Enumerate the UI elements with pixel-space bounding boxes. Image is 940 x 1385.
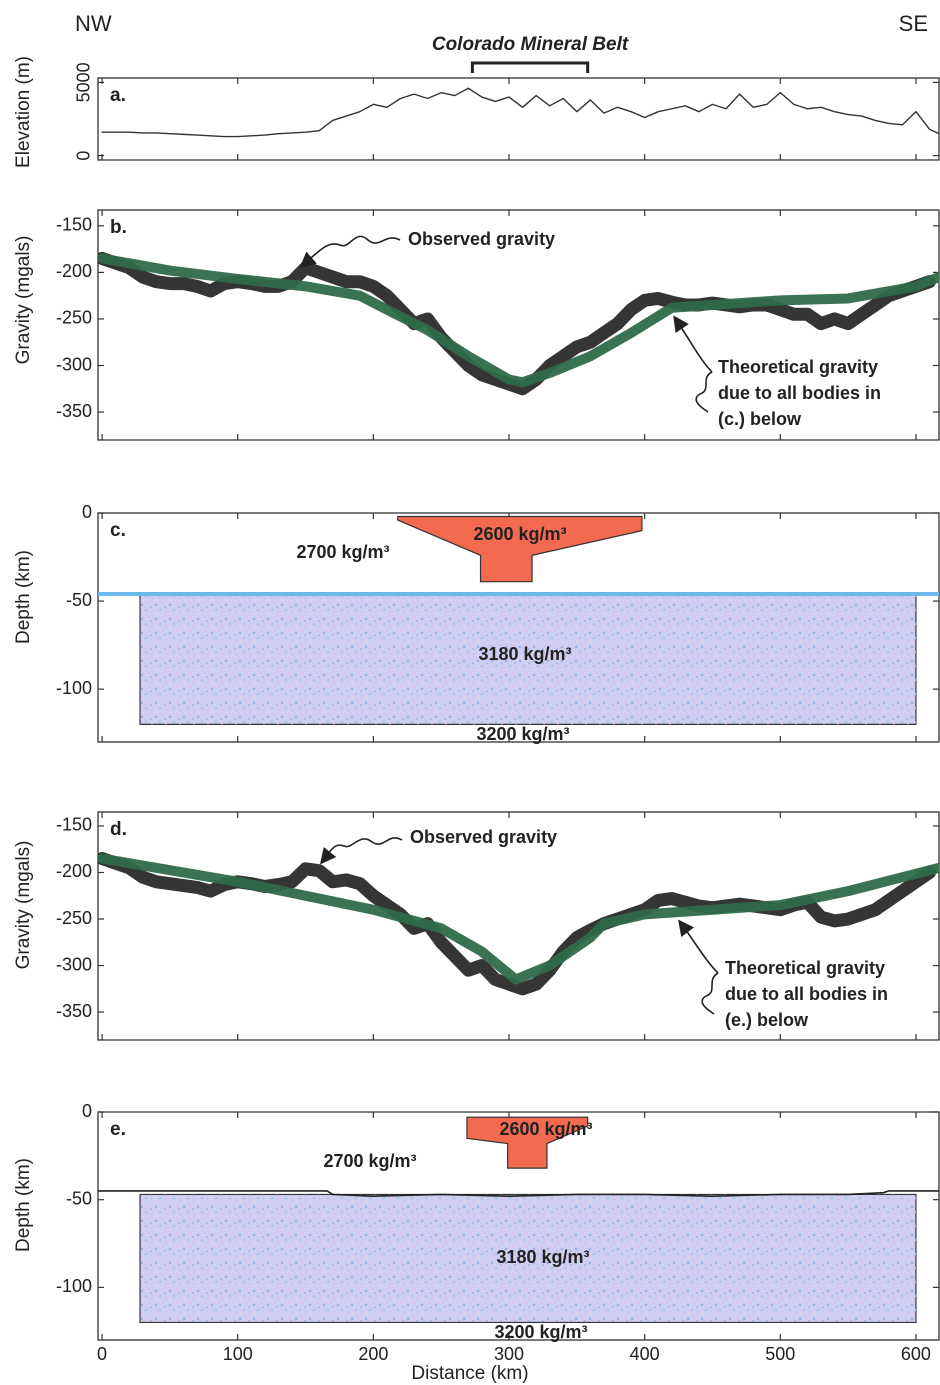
x-tick-label: 600 bbox=[901, 1344, 931, 1364]
y-tick-label: -150 bbox=[56, 815, 92, 835]
y-axis-label: Gravity (mgals) bbox=[13, 841, 34, 970]
texture bbox=[140, 1194, 916, 1323]
theoretical-gravity bbox=[98, 853, 939, 985]
annotation: Observed gravity bbox=[410, 827, 557, 847]
plot-area bbox=[98, 1116, 939, 1324]
density-body bbox=[466, 1116, 589, 1169]
annotation-arrow bbox=[675, 318, 713, 413]
y-tick-label: 5000 bbox=[74, 62, 94, 102]
y-axis-label: Depth (km) bbox=[13, 1158, 34, 1252]
density-label: 3200 kg/m³ bbox=[476, 724, 569, 744]
y-tick-label: -50 bbox=[66, 1188, 92, 1208]
y-tick-label: -250 bbox=[56, 308, 92, 328]
plot-frame bbox=[97, 209, 940, 441]
plot-frame bbox=[97, 811, 940, 1041]
x-tick-label: 100 bbox=[223, 1344, 253, 1364]
theoretical-gravity bbox=[98, 253, 939, 388]
y-tick-label: -100 bbox=[56, 678, 92, 698]
panel-label: d. bbox=[110, 819, 127, 840]
density-label: 3180 kg/m³ bbox=[478, 644, 571, 664]
y-axis-label: Elevation (m) bbox=[13, 56, 34, 168]
x-tick-label: 300 bbox=[494, 1344, 524, 1364]
panel: 0 -50 -100 Depth (km) 3180 kg/m³ 2600 kg/m³ 27… bbox=[13, 502, 940, 744]
annotation: Observed gravity bbox=[408, 229, 555, 249]
plot-area bbox=[98, 515, 939, 725]
y-tick-label: -50 bbox=[66, 590, 92, 610]
density-label: 3180 kg/m³ bbox=[496, 1247, 589, 1267]
x-tick-label: 500 bbox=[765, 1344, 795, 1364]
annotation: (e.) below bbox=[725, 1010, 809, 1030]
y-tick-label: -350 bbox=[56, 1001, 92, 1021]
belt-bracket bbox=[470, 61, 590, 73]
panel-label: e. bbox=[110, 1119, 126, 1140]
panel-label: c. bbox=[110, 520, 126, 541]
panel: 0 -50 -100 Depth (km) 3180 kg/m³ 2600 kg/m³ 27… bbox=[13, 1101, 940, 1342]
plot-frame bbox=[97, 512, 940, 743]
y-tick-label: 0 bbox=[82, 502, 92, 522]
density-body bbox=[397, 515, 643, 583]
annotation: due to all bodies in bbox=[725, 984, 888, 1004]
plot-area bbox=[101, 87, 939, 138]
y-tick-label: -350 bbox=[56, 401, 92, 421]
annotation-arrow bbox=[299, 235, 401, 269]
panel: -150 -200 -250 -300 -350 Gravity (mgals) d. Obs… bbox=[13, 811, 940, 1041]
y-tick-label: -200 bbox=[56, 261, 92, 281]
y-tick-label: -300 bbox=[56, 354, 92, 374]
annotation-arrow bbox=[320, 837, 403, 865]
y-tick-label: -250 bbox=[56, 908, 92, 928]
plot-area bbox=[98, 852, 939, 996]
y-axis-label: Gravity (mgals) bbox=[13, 236, 34, 365]
density-label: 2700 kg/m³ bbox=[296, 542, 389, 562]
y-tick-label: -100 bbox=[56, 1276, 92, 1296]
elevation-line bbox=[101, 87, 939, 138]
y-tick-label: -150 bbox=[56, 215, 92, 235]
x-tick-label: 200 bbox=[358, 1344, 388, 1364]
annotation: (c.) below bbox=[718, 409, 802, 429]
texture bbox=[140, 594, 916, 725]
plot-frame bbox=[97, 77, 940, 161]
annotation: due to all bodies in bbox=[718, 383, 881, 403]
panel: -150 -200 -250 -300 -350 Gravity (mgals) b. Obs… bbox=[13, 209, 940, 441]
x-tick-label: 0 bbox=[97, 1344, 107, 1364]
plot-area bbox=[98, 251, 939, 396]
panel: 0 5000 Elevation (m) a. bbox=[13, 56, 940, 168]
density-label: 2600 kg/m³ bbox=[499, 1119, 592, 1139]
y-tick-label: 0 bbox=[74, 151, 94, 161]
moho-line bbox=[98, 1190, 939, 1197]
y-axis-label: Depth (km) bbox=[13, 550, 34, 644]
density-label: 2600 kg/m³ bbox=[473, 524, 566, 544]
belt-label: Colorado Mineral Belt bbox=[432, 34, 629, 55]
direction-label: SE bbox=[899, 11, 928, 36]
direction-label: NW bbox=[75, 11, 112, 36]
annotation: Theoretical gravity bbox=[725, 958, 885, 978]
panel-label: b. bbox=[110, 217, 127, 238]
y-tick-label: -300 bbox=[56, 954, 92, 974]
x-tick-label: 400 bbox=[630, 1344, 660, 1364]
y-tick-label: -200 bbox=[56, 861, 92, 881]
panel-label: a. bbox=[110, 85, 126, 106]
y-tick-label: 0 bbox=[82, 1101, 92, 1121]
density-label: 2700 kg/m³ bbox=[323, 1151, 416, 1171]
plot-frame bbox=[97, 1111, 940, 1341]
x-axis-label: Distance (km) bbox=[411, 1363, 528, 1384]
annotation-arrow bbox=[680, 922, 719, 1015]
annotation: Theoretical gravity bbox=[718, 357, 878, 377]
density-label: 3200 kg/m³ bbox=[494, 1322, 587, 1342]
